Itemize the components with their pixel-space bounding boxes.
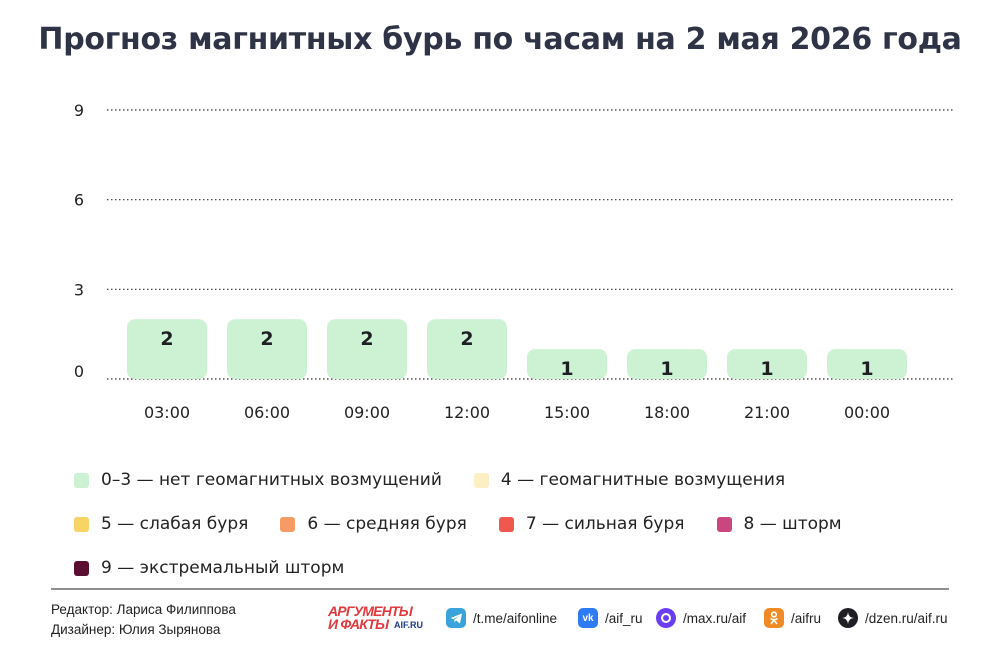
x-tick-label: 09:00: [344, 403, 390, 422]
legend-item: 5 — слабая буря: [74, 514, 248, 534]
editor-credit: Редактор: Лариса Филиппова: [51, 602, 236, 617]
bar-value-label: 1: [860, 358, 873, 380]
bar: [427, 319, 507, 379]
logo-line-1: АРГУМЕНТЫ: [328, 603, 413, 619]
legend-swatch: [74, 560, 89, 576]
bar: [627, 349, 707, 379]
legend-swatch: [716, 516, 732, 532]
x-tick-label: 03:00: [144, 403, 190, 422]
bar: [727, 349, 807, 379]
bar-value-label: 1: [560, 358, 573, 380]
bar: [527, 349, 607, 379]
bar: [227, 319, 307, 379]
y-tick-label: 9: [74, 101, 84, 120]
odnoklassniki-icon: [764, 608, 784, 628]
x-tick-label: 18:00: [644, 403, 690, 422]
legend-item: 6 — средняя буря: [280, 514, 467, 534]
telegram-icon: [446, 608, 466, 628]
vk-icon: vk: [578, 608, 598, 628]
x-tick-label: 21:00: [744, 403, 790, 422]
bar-value-label: 2: [360, 328, 373, 350]
legend-item: 0–3 — нет геомагнитных возмущений: [74, 470, 442, 490]
x-tick-label: 12:00: [444, 403, 490, 422]
bar-value-label: 2: [460, 328, 473, 350]
bar-value-label: 1: [760, 358, 773, 380]
max-icon: [656, 608, 676, 628]
legend-label: 4 — геомагнитные возмущения: [500, 470, 786, 490]
legend-label: 0–3 — нет геомагнитных возмущений: [101, 470, 442, 490]
legend-item: 4 — геомагнитные возмущения: [473, 470, 786, 490]
legend-label: 9 — экстремальный шторм: [101, 558, 345, 578]
y-tick-label: 6: [74, 191, 84, 210]
legend-swatch: [498, 516, 514, 532]
logo-line-2: И ФАКТЫ: [328, 616, 389, 632]
legend-label: 8 — шторм: [743, 514, 842, 534]
vk-link[interactable]: /aif_ru: [605, 610, 643, 626]
x-tick-label: 15:00: [544, 403, 590, 422]
telegram-link[interactable]: /t.me/aifonline: [473, 610, 558, 626]
bar-chart: 0 3 6 9 2 03:00 2 06:00 2 09:00 2 12:00 1 15:00 1 18:00…: [74, 101, 955, 422]
bar: [127, 319, 207, 379]
legend-swatch: [473, 472, 489, 488]
designer-credit: Дизайнер: Юлия Зырянова: [51, 622, 221, 637]
odnoklassniki-link[interactable]: /aifru: [791, 610, 822, 626]
bar: [327, 319, 407, 379]
social-dzen[interactable]: /dzen.ru/aif.ru: [838, 608, 948, 628]
bar: [827, 349, 907, 379]
bar-value-label: 1: [660, 358, 673, 380]
legend-label: 6 — средняя буря: [307, 514, 467, 534]
logo-line-3: AIF.RU: [394, 620, 423, 630]
social-max[interactable]: /max.ru/aif: [656, 608, 746, 628]
dzen-icon: [838, 608, 858, 628]
social-telegram[interactable]: /t.me/aifonline: [446, 608, 557, 628]
x-tick-label: 00:00: [844, 403, 890, 422]
legend-row: 5 — слабая буря 6 — средняя буря 7 — сильн…: [74, 502, 954, 546]
legend-label: 5 — слабая буря: [101, 514, 249, 534]
social-vk[interactable]: vk /aif_ru: [578, 608, 643, 628]
legend-item: 9 — экстремальный шторм: [74, 558, 344, 578]
credits: Редактор: Лариса Филиппова Дизайнер: Юли…: [51, 600, 236, 640]
bar-value-label: 2: [160, 328, 173, 350]
legend-row: 0–3 — нет геомагнитных возмущений 4 — гео…: [74, 458, 954, 502]
legend-item: 8 — шторм: [716, 514, 842, 534]
social-odnoklassniki[interactable]: /aifru: [764, 608, 821, 628]
x-tick-label: 06:00: [244, 403, 290, 422]
legend-item: 7 — сильная буря: [498, 514, 685, 534]
y-tick-label: 3: [74, 280, 84, 299]
legend: 0–3 — нет геомагнитных возмущений 4 — гео…: [74, 458, 954, 590]
dzen-link[interactable]: /dzen.ru/aif.ru: [865, 610, 948, 626]
legend-swatch: [74, 516, 89, 532]
y-tick-label: 0: [74, 362, 84, 381]
bar-value-label: 2: [260, 328, 273, 350]
chart-title: Прогноз магнитных бурь по часам на 2 мая…: [38, 22, 962, 57]
max-link[interactable]: /max.ru/aif: [683, 610, 747, 626]
footer-divider: [51, 588, 949, 590]
legend-row: 9 — экстремальный шторм: [74, 546, 954, 590]
legend-swatch: [280, 516, 296, 532]
legend-label: 7 — сильная буря: [525, 514, 685, 534]
legend-swatch: [74, 472, 89, 488]
aif-logo[interactable]: АРГУМЕНТЫ И ФАКТЫ AIF.RU: [328, 604, 432, 632]
